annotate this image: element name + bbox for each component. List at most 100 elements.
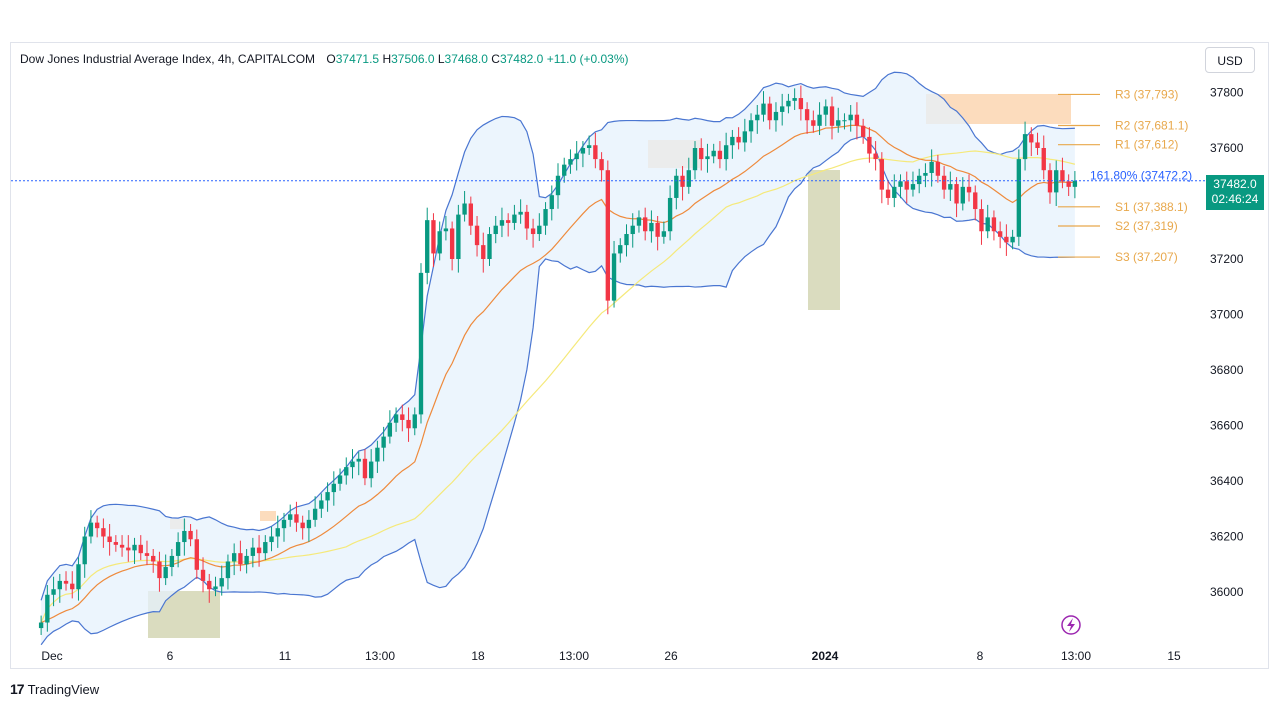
- candle[interactable]: [711, 143, 716, 164]
- candle[interactable]: [356, 451, 361, 476]
- candle[interactable]: [213, 576, 218, 597]
- candle[interactable]: [599, 152, 604, 182]
- candle[interactable]: [481, 232, 486, 273]
- candle[interactable]: [854, 102, 860, 140]
- candle[interactable]: [375, 440, 380, 473]
- candle[interactable]: [960, 177, 965, 211]
- candle[interactable]: [985, 204, 990, 239]
- candle[interactable]: [132, 537, 137, 564]
- candle[interactable]: [76, 557, 81, 601]
- candle[interactable]: [848, 104, 853, 132]
- candle[interactable]: [786, 93, 791, 114]
- candle[interactable]: [1047, 163, 1053, 204]
- candle[interactable]: [948, 171, 953, 202]
- candle[interactable]: [381, 426, 386, 462]
- candle[interactable]: [449, 221, 455, 271]
- candle[interactable]: [997, 221, 1003, 249]
- candle[interactable]: [1054, 160, 1059, 206]
- candle[interactable]: [362, 449, 368, 486]
- candle[interactable]: [344, 457, 349, 485]
- candle[interactable]: [231, 543, 237, 576]
- candle[interactable]: [842, 113, 847, 130]
- candle[interactable]: [1016, 149, 1022, 246]
- candle[interactable]: [923, 163, 928, 188]
- candle[interactable]: [898, 174, 903, 199]
- candle[interactable]: [368, 449, 374, 488]
- candle[interactable]: [101, 518, 106, 548]
- candle[interactable]: [605, 160, 610, 315]
- candle[interactable]: [1035, 132, 1040, 155]
- candle[interactable]: [263, 535, 268, 561]
- candle[interactable]: [692, 141, 698, 180]
- candle[interactable]: [630, 213, 635, 248]
- candle[interactable]: [113, 535, 119, 552]
- candle[interactable]: [667, 185, 673, 241]
- candle[interactable]: [562, 157, 567, 183]
- candle[interactable]: [829, 96, 835, 140]
- candle[interactable]: [418, 263, 424, 424]
- candle[interactable]: [873, 141, 878, 171]
- lightning-icon[interactable]: [1061, 615, 1081, 635]
- candle[interactable]: [256, 535, 262, 567]
- candle[interactable]: [811, 110, 816, 133]
- candle[interactable]: [1029, 127, 1034, 157]
- candle[interactable]: [437, 221, 442, 261]
- candle[interactable]: [207, 573, 212, 603]
- candle[interactable]: [182, 518, 187, 556]
- candle[interactable]: [126, 535, 131, 562]
- candle[interactable]: [138, 535, 143, 561]
- candle[interactable]: [294, 501, 299, 532]
- candle[interactable]: [586, 135, 592, 155]
- candle[interactable]: [425, 207, 430, 285]
- candle[interactable]: [680, 166, 685, 201]
- candle[interactable]: [568, 149, 573, 174]
- candle[interactable]: [543, 202, 548, 235]
- candle[interactable]: [618, 238, 623, 263]
- candle[interactable]: [736, 127, 741, 150]
- candle[interactable]: [151, 548, 156, 573]
- candle[interactable]: [699, 138, 704, 171]
- candle[interactable]: [244, 548, 249, 574]
- candle[interactable]: [456, 204, 461, 273]
- candle[interactable]: [748, 113, 754, 143]
- candle[interactable]: [57, 573, 62, 603]
- candle[interactable]: [885, 179, 891, 205]
- candle[interactable]: [462, 191, 467, 222]
- candle[interactable]: [300, 515, 305, 540]
- candle[interactable]: [792, 88, 797, 110]
- candle[interactable]: [973, 185, 978, 221]
- candle[interactable]: [107, 524, 112, 556]
- candle[interactable]: [979, 199, 984, 245]
- candle[interactable]: [387, 410, 393, 444]
- candle[interactable]: [755, 104, 760, 134]
- candle[interactable]: [1004, 224, 1009, 256]
- candle[interactable]: [624, 224, 629, 257]
- candle[interactable]: [767, 96, 772, 130]
- candle[interactable]: [836, 107, 841, 133]
- candle[interactable]: [194, 529, 199, 579]
- candle[interactable]: [910, 171, 916, 197]
- candle[interactable]: [506, 213, 511, 237]
- candle[interactable]: [493, 215, 498, 244]
- candle[interactable]: [798, 85, 804, 121]
- candle[interactable]: [593, 132, 598, 169]
- tradingview-logo[interactable]: 17 TradingView: [10, 681, 99, 697]
- candle[interactable]: [661, 221, 667, 244]
- candle[interactable]: [530, 218, 536, 248]
- candle[interactable]: [580, 141, 586, 168]
- candle[interactable]: [674, 168, 679, 210]
- candle[interactable]: [817, 102, 822, 135]
- candle[interactable]: [991, 210, 997, 241]
- candle[interactable]: [499, 207, 505, 238]
- candle[interactable]: [524, 204, 530, 240]
- candle[interactable]: [860, 118, 866, 144]
- candle[interactable]: [188, 524, 193, 547]
- candle[interactable]: [200, 557, 206, 593]
- candle[interactable]: [238, 540, 243, 572]
- candle[interactable]: [319, 493, 324, 518]
- candle[interactable]: [393, 407, 399, 432]
- candle[interactable]: [325, 482, 330, 512]
- candle[interactable]: [904, 171, 909, 204]
- candle[interactable]: [780, 93, 785, 126]
